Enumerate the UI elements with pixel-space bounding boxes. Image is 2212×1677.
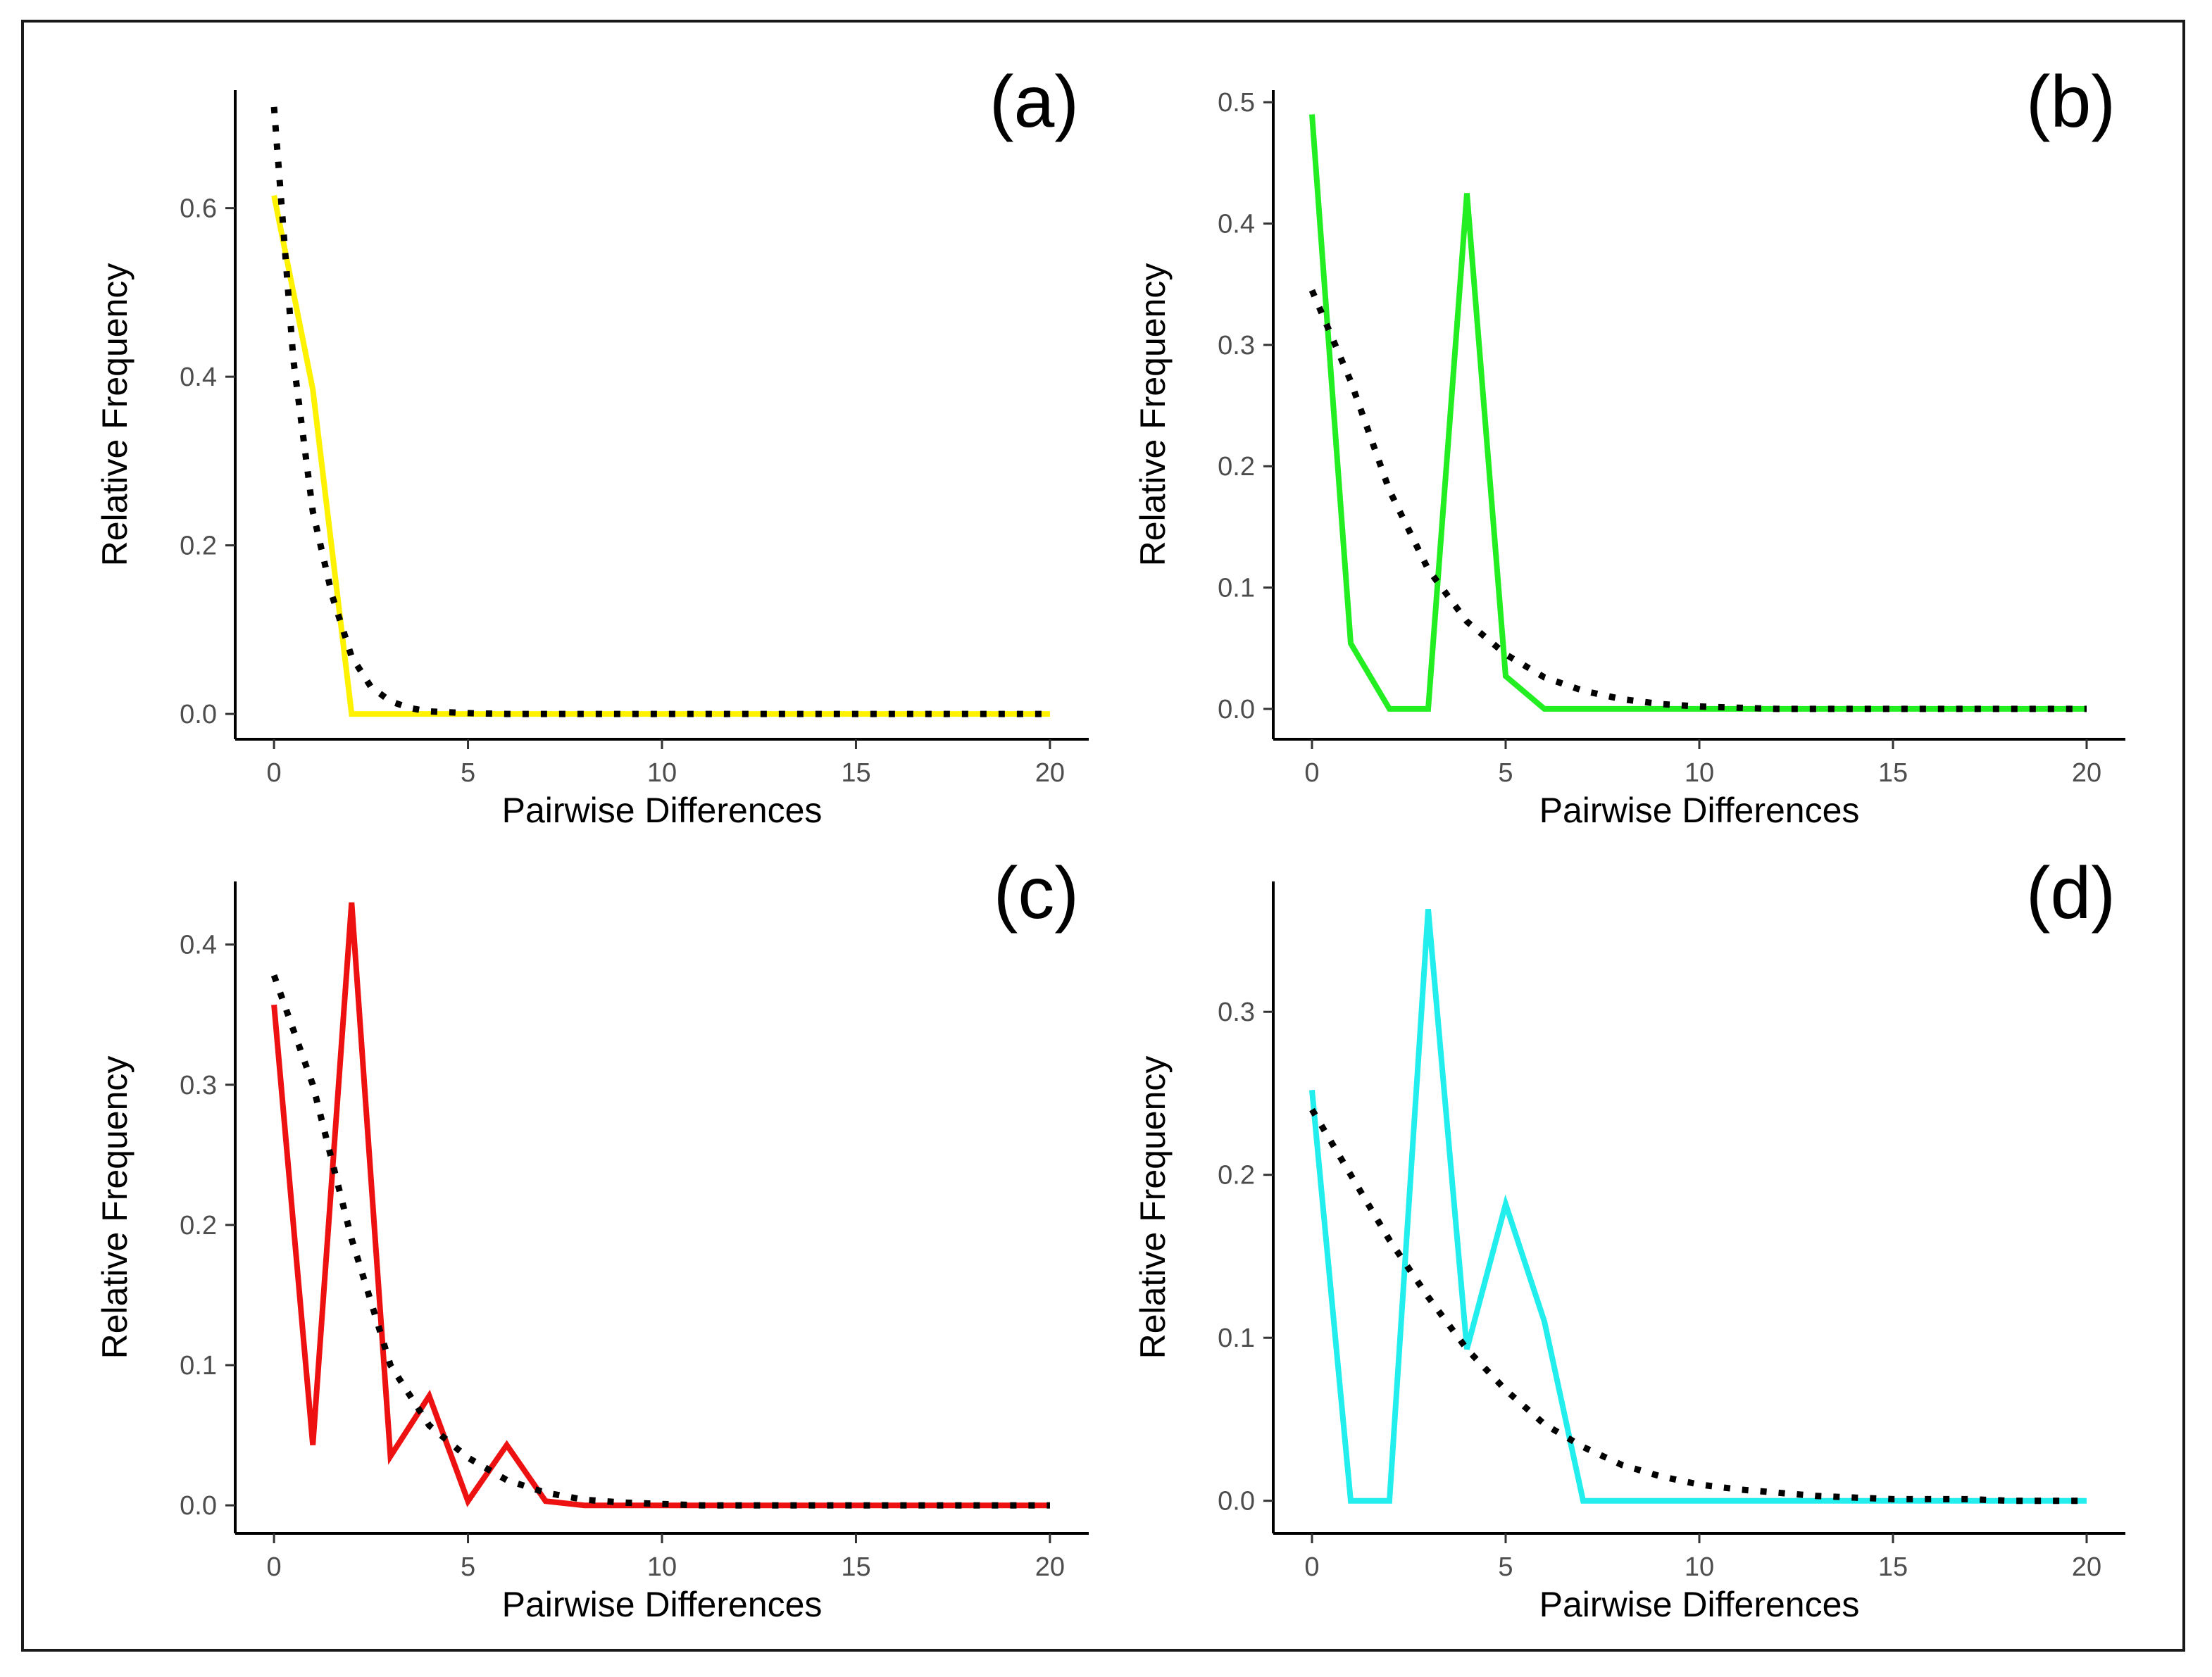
panel-c-y-axis-title: Relative Frequency	[95, 1056, 135, 1359]
panel-d-x-tick-label: 0	[1304, 1552, 1319, 1582]
panel-b-series-observed-line	[1309, 114, 2087, 712]
panel-c-x-axis-title: Pairwise Differences	[502, 1585, 823, 1624]
panel-a-series-expected-line	[270, 106, 1050, 717]
panel-d-y-tick-label: 0.2	[1218, 1161, 1255, 1191]
panel-b-y-tick-label: 0.5	[1218, 88, 1255, 118]
panel-b-x-tick-label: 15	[1878, 758, 1908, 788]
panel-a-label: (a)	[989, 61, 1079, 143]
panel-d-y-tick-label: 0.1	[1218, 1324, 1255, 1353]
panel-b-y-tick-label: 0.0	[1218, 695, 1255, 724]
panel-c-y-tick-label: 0.2	[180, 1211, 217, 1241]
panel-d-series-observed-line	[1309, 909, 2087, 1504]
panel-c-y-tick-label: 0.0	[180, 1491, 217, 1521]
panel-d-x-tick-label: 10	[1685, 1552, 1714, 1582]
panel-c-y-tick-label: 0.3	[180, 1071, 217, 1100]
panel-d-y-tick-label: 0.0	[1218, 1487, 1255, 1516]
panel-c-label: (c)	[994, 853, 1079, 934]
panel-d-label: (d)	[2026, 853, 2116, 934]
panel-a-x-tick-label: 5	[461, 758, 475, 788]
panel-b-y-tick-label: 0.4	[1218, 210, 1255, 239]
panel-b-y-tick-label: 0.1	[1218, 574, 1255, 603]
panel-d-y-axis-title: Relative Frequency	[1133, 1056, 1173, 1359]
panel-a-y-tick-label: 0.0	[180, 700, 217, 729]
panel-c-y-tick-label: 0.4	[180, 931, 217, 960]
panel-c-x-tick-label: 15	[841, 1552, 870, 1582]
panel-b-y-tick-label: 0.2	[1218, 452, 1255, 482]
panel-d-x-axis-title: Pairwise Differences	[1539, 1585, 1860, 1624]
panel-c-y-tick-label: 0.1	[180, 1351, 217, 1381]
panel-a-x-axis-title: Pairwise Differences	[502, 791, 823, 830]
panel-a-x-tick-label: 15	[841, 758, 870, 788]
panel-d-x-tick-label: 20	[2072, 1552, 2101, 1582]
panel-a-series-observed-line	[271, 194, 1050, 717]
panel-b-x-tick-label: 20	[2072, 758, 2101, 788]
panel-d: 0.0 0.1 0.2 0.3 0 5 10 15 20 Pairwise Differences…	[1133, 853, 2125, 1624]
panel-c-x-tick-label: 20	[1035, 1552, 1065, 1582]
panel-b-series-expected-line	[1308, 289, 2087, 712]
panel-c-x-tick-label: 5	[461, 1552, 475, 1582]
figure-border	[21, 20, 2185, 1652]
panel-a: 0.0 0.2 0.4 0.6 0 5 10 15 20 Pairwise Differences…	[95, 61, 1089, 830]
panel-c-x-tick-label: 0	[267, 1552, 282, 1582]
panel-d-x-tick-label: 15	[1878, 1552, 1908, 1582]
panel-b-x-tick-label: 0	[1304, 758, 1319, 788]
panel-b-label: (b)	[2026, 61, 2116, 143]
panel-b: 0.0 0.1 0.2 0.3 0.4 0.5 0 5 10 15 20 Pairwise Diffe…	[1133, 61, 2125, 830]
panel-a-x-tick-label: 20	[1035, 758, 1065, 788]
panel-a-y-tick-label: 0.4	[180, 363, 217, 392]
panel-d-x-tick-label: 5	[1498, 1552, 1513, 1582]
panel-b-x-tick-label: 10	[1685, 758, 1714, 788]
panel-c-x-tick-label: 10	[647, 1552, 677, 1582]
panel-b-x-axis-title: Pairwise Differences	[1539, 791, 1860, 830]
panel-c-series-expected-line	[270, 974, 1050, 1509]
panel-d-series-expected-line	[1309, 1107, 2087, 1505]
panel-d-y-tick-label: 0.3	[1218, 998, 1255, 1027]
panel-a-y-tick-label: 0.2	[180, 532, 217, 561]
panel-a-y-tick-label: 0.6	[180, 194, 217, 224]
panel-b-x-tick-label: 5	[1498, 758, 1513, 788]
panel-c-series-observed-line	[271, 902, 1050, 1509]
panel-b-y-tick-label: 0.3	[1218, 331, 1255, 360]
panel-a-x-tick-label: 10	[647, 758, 677, 788]
panel-a-y-axis-title: Relative Frequency	[95, 263, 135, 567]
panel-c: 0.0 0.1 0.2 0.3 0.4 0 5 10 15 20 Pairwise Differen…	[95, 853, 1089, 1624]
panel-b-y-axis-title: Relative Frequency	[1133, 263, 1173, 567]
panel-a-x-tick-label: 0	[267, 758, 282, 788]
